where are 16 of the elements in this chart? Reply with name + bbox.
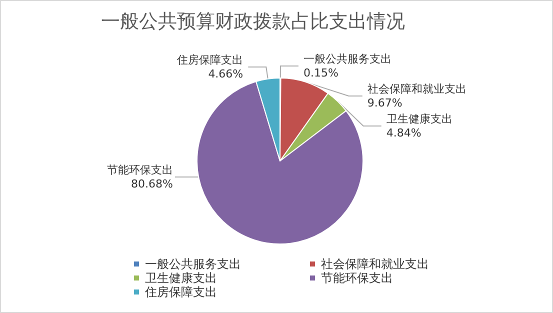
data-label: 4.84% (386, 126, 422, 140)
legend-label: 一般公共服务支出 (145, 257, 241, 271)
chart-title: 一般公共预算财政拨款占比支出情况 (101, 10, 405, 32)
slice-label: 卫生健康支出 (386, 112, 452, 126)
slice-label: 一般公共服务支出 (303, 52, 392, 66)
legend-label: 节能环保支出 (321, 271, 393, 285)
data-label: 4.66% (208, 68, 244, 81)
data-label: 0.15% (303, 66, 338, 80)
data-label: 80.68% (131, 178, 173, 190)
data-label: 9.67% (367, 96, 402, 110)
slice-label: 节能环保支出 (107, 164, 173, 176)
slice-label: 社会保障和就业支出 (367, 82, 466, 96)
legend-label: 住房保障支出 (144, 285, 217, 299)
legend-label: 社会保障和就业支出 (321, 257, 429, 271)
legend-label: 卫生健康支出 (145, 271, 217, 285)
slice-label: 住房保障支出 (177, 54, 244, 67)
